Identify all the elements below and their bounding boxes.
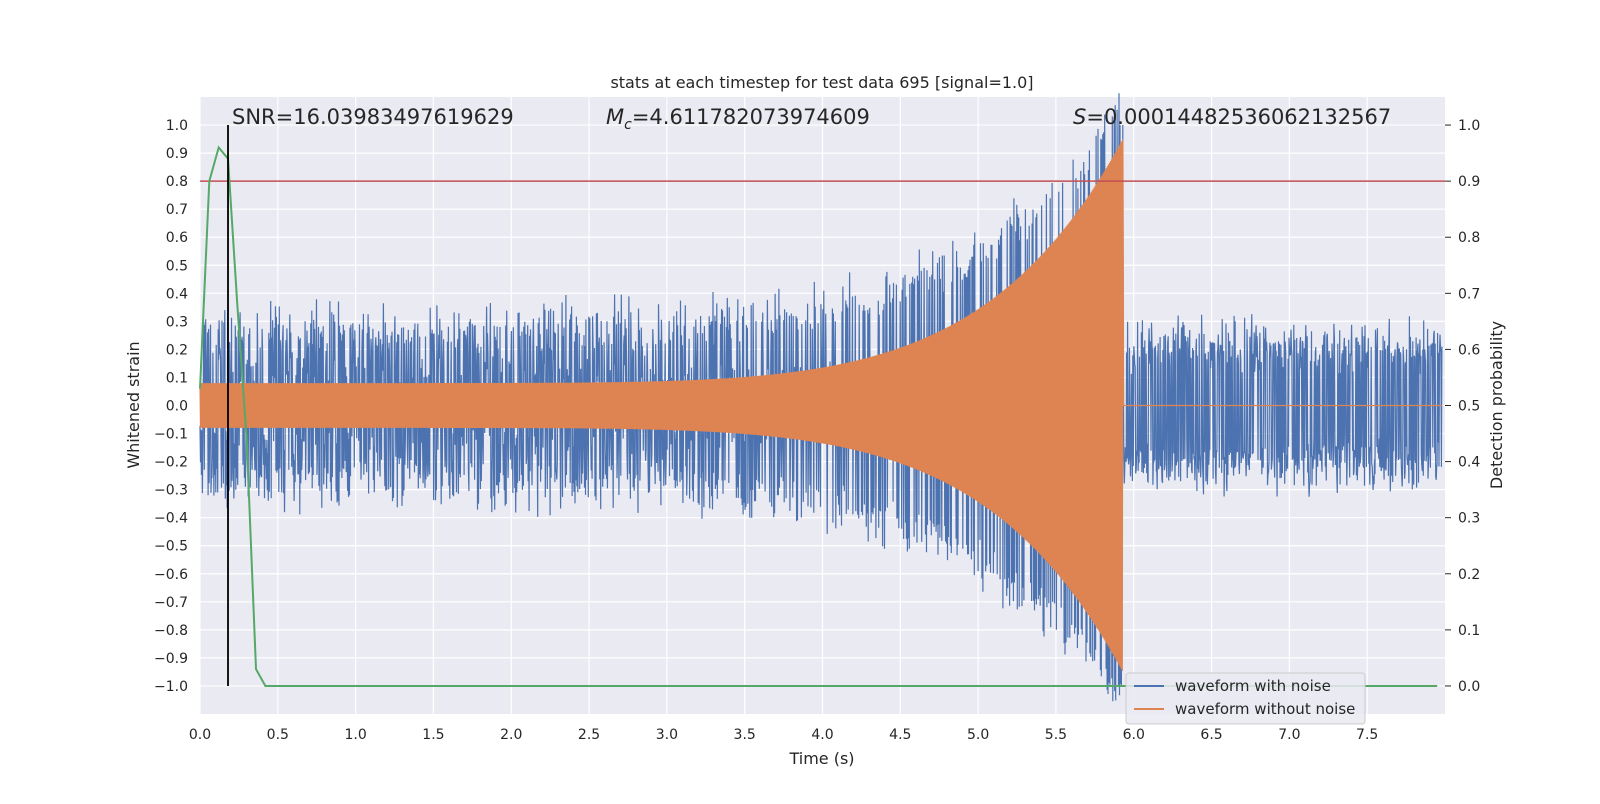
- x-tick-label: 3.0: [656, 727, 678, 743]
- x-tick-label: 6.5: [1200, 727, 1222, 743]
- y-left-tick-label: 0.7: [166, 202, 188, 218]
- y-left-tick-label: 0.2: [166, 342, 188, 358]
- y-right-tick-label: 0.1: [1458, 623, 1480, 639]
- y-right-tick-label: 0.4: [1458, 455, 1480, 471]
- x-tick-label: 6.0: [1123, 727, 1145, 743]
- y-left-tick-label: 1.0: [166, 118, 188, 134]
- x-tick-label: 4.5: [889, 727, 911, 743]
- s-symbol: S: [1073, 105, 1086, 129]
- legend-label-clean: waveform without noise: [1175, 700, 1355, 718]
- series-layer: [199, 93, 1445, 702]
- y-left-tick-label: −0.2: [154, 455, 188, 471]
- y-right-tick-label: 0.3: [1458, 511, 1480, 527]
- y-right-tick-label: 0.6: [1458, 342, 1480, 358]
- x-tick-label: 1.0: [344, 727, 366, 743]
- y-left-tick-label: 0.1: [166, 370, 188, 386]
- chart-title: stats at each timestep for test data 695…: [610, 73, 1033, 92]
- y-left-tick-label: −0.3: [154, 483, 188, 499]
- x-tick-label: 1.5: [422, 727, 444, 743]
- y-left-tick-label: −0.9: [154, 651, 188, 667]
- y-left-tick-label: −0.5: [154, 539, 188, 555]
- y-right-tick-label: 0.2: [1458, 567, 1480, 583]
- x-tick-label: 5.0: [967, 727, 989, 743]
- y-left-tick-label: 0.9: [166, 146, 188, 162]
- y-left-tick-label: 0.5: [166, 258, 188, 274]
- y-right-tick-label: 0.5: [1458, 399, 1480, 415]
- y-left-axis-ticks: 1.0 0.9 0.8 0.7 0.6 0.5 0.4 0.3 0.2 0.1 0.0 −0.1 −0.…: [154, 118, 188, 695]
- y-left-tick-label: −0.7: [154, 595, 188, 611]
- y-left-tick-label: 0.8: [166, 174, 188, 190]
- x-tick-label: 2.5: [578, 727, 600, 743]
- y-left-tick-label: −0.4: [154, 511, 188, 527]
- legend-box: [1125, 672, 1366, 725]
- y-right-axis-label: Detection probability: [1487, 321, 1506, 489]
- y-left-tick-label: −0.6: [154, 567, 188, 583]
- snr-annotation: SNR=16.03983497619629: [232, 105, 514, 129]
- x-tick-label: 3.5: [734, 727, 756, 743]
- x-tick-label: 7.0: [1278, 727, 1300, 743]
- x-tick-label: 0.0: [189, 727, 211, 743]
- s-annotation: S=0.00014482536062132567: [1073, 105, 1391, 129]
- y-left-axis-label: Whitened strain: [124, 341, 143, 468]
- x-tick-label: 5.5: [1045, 727, 1067, 743]
- y-right-tick-label: 0.8: [1458, 230, 1480, 246]
- y-left-tick-label: 0.0: [166, 399, 188, 415]
- legend: waveform with noise waveform without noi…: [1125, 672, 1366, 725]
- x-tick-label: 4.0: [811, 727, 833, 743]
- series-detection-probability: [199, 145, 1438, 687]
- x-tick-label: 0.5: [267, 727, 289, 743]
- mc-symbol: M: [606, 105, 624, 129]
- y-right-tick-label: 0.7: [1458, 286, 1480, 302]
- y-right-tick-label: 0.0: [1458, 679, 1480, 695]
- x-tick-label: 7.5: [1356, 727, 1378, 743]
- mc-subscript: c: [624, 117, 632, 133]
- x-axis-ticks: 0.0 0.5 1.0 1.5 2.0 2.5 3.0 3.5 4.0 4.5 5.0 5.5 6.0 6…: [189, 727, 1378, 743]
- y-right-axis-ticks: 1.0 0.9 0.8 0.7 0.6 0.5 0.4 0.3 0.2 0.1 0.0: [1445, 118, 1480, 695]
- y-left-tick-label: −1.0: [154, 679, 188, 695]
- y-left-tick-label: 0.4: [166, 286, 188, 302]
- y-left-tick-label: −0.1: [154, 427, 188, 443]
- y-right-tick-label: 0.9: [1458, 174, 1480, 190]
- s-value: =0.00014482536062132567: [1086, 105, 1391, 129]
- y-right-tick-label: 1.0: [1458, 118, 1480, 134]
- y-left-tick-label: −0.8: [154, 623, 188, 639]
- mc-value: =4.611782073974609: [632, 105, 870, 129]
- legend-label-noise: waveform with noise: [1175, 677, 1331, 695]
- y-left-tick-label: 0.6: [166, 230, 188, 246]
- x-tick-label: 2.0: [500, 727, 522, 743]
- y-left-tick-label: 0.3: [166, 314, 188, 330]
- x-axis-label: Time (s): [788, 749, 854, 768]
- chirp-mass-annotation: Mc=4.611782073974609: [606, 105, 870, 133]
- series-waveform-without-noise: [199, 139, 1442, 672]
